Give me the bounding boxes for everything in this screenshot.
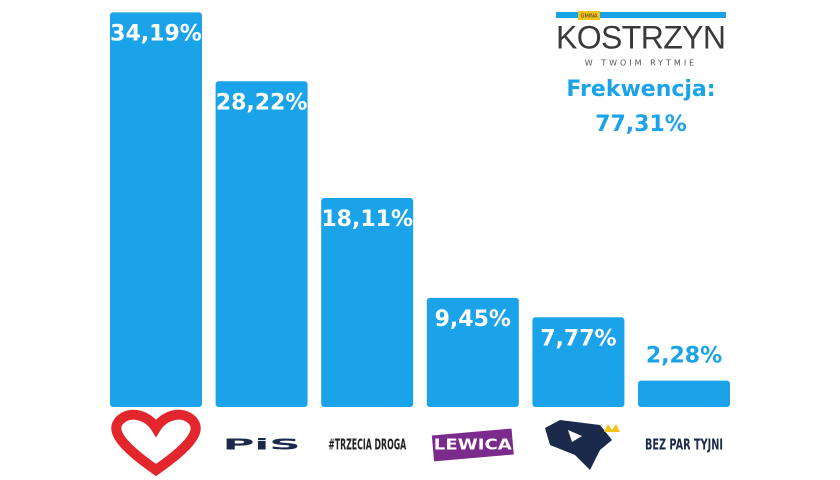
logo-name: KOSTRZYN: [556, 19, 726, 55]
bar: [321, 197, 414, 407]
category-logo-text: BEZ PAR TYJNI: [645, 436, 723, 454]
eagle-crown: [604, 424, 620, 432]
bar: [110, 12, 202, 408]
category-logo-text: PiS: [223, 436, 301, 454]
logo-badge: [578, 11, 600, 20]
bar: [426, 297, 519, 407]
eagle-eye: [568, 430, 582, 442]
lewica-badge: [431, 428, 514, 462]
annotation-value: 77,31%: [595, 112, 687, 137]
category-logo-text: LEWICA: [434, 436, 512, 454]
value-label: 34,19%: [110, 21, 202, 46]
value-label: 9,45%: [435, 307, 511, 332]
value-label: 2,28%: [646, 344, 722, 369]
logo-bar: [556, 12, 726, 18]
eagle-logo: [545, 420, 612, 470]
bar: [215, 81, 308, 408]
category-logo-text: #TRZECIA DROGA: [328, 436, 406, 454]
bar: [638, 380, 730, 407]
annotation-label: Frekwencja:: [566, 77, 715, 102]
logo: GMINA KOSTRZYN W TWOIM RYTMIE: [556, 11, 726, 68]
value-label: 28,22%: [216, 90, 308, 115]
value-label: 7,77%: [540, 326, 616, 351]
heart-logo: [111, 409, 201, 477]
bar: [532, 317, 625, 407]
value-label: 18,11%: [321, 207, 413, 232]
logo-small: GMINA: [581, 14, 598, 20]
logos: [111, 409, 620, 477]
logo-tagline: W TWOIM RYTMIE: [585, 59, 698, 68]
